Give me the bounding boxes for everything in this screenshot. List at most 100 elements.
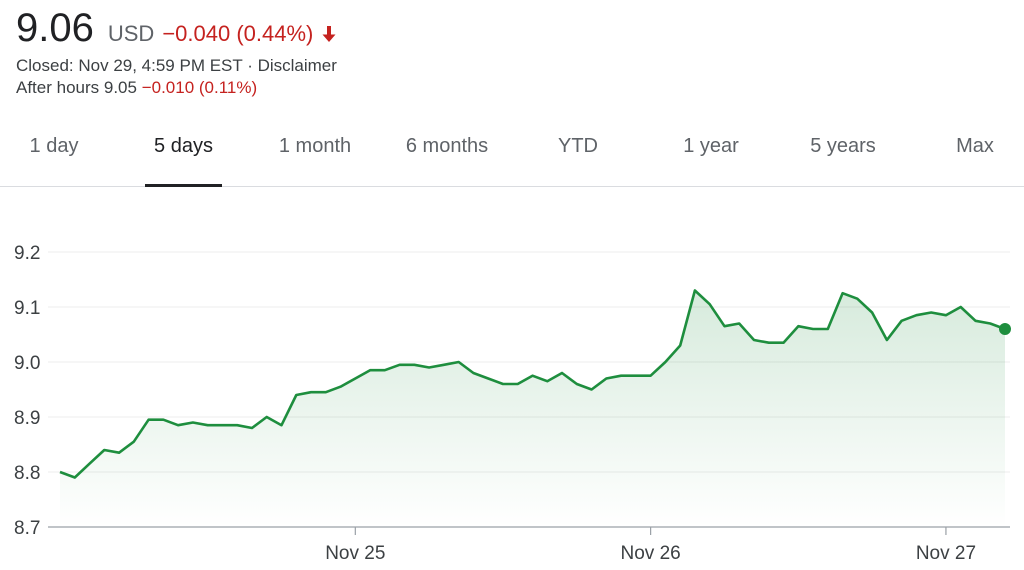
- data-point: [73, 476, 77, 480]
- data-point: [309, 390, 313, 394]
- meta-separator: ·: [242, 56, 258, 75]
- data-point: [368, 368, 372, 372]
- disclaimer-link[interactable]: Disclaimer: [257, 56, 337, 75]
- tab-1-month[interactable]: 1 month: [278, 135, 352, 157]
- data-point: [398, 363, 402, 367]
- data-point: [619, 374, 623, 378]
- y-tick-label: 8.9: [14, 408, 40, 429]
- data-point: [353, 377, 357, 381]
- quote-header: 9.06 USD −0.040 (0.44%) Closed: Nov 29, …: [16, 6, 337, 99]
- x-tick-label: Nov 26: [621, 543, 681, 564]
- data-point: [132, 440, 136, 444]
- data-point: [870, 311, 874, 315]
- data-point: [531, 374, 535, 378]
- y-tick-label: 9.2: [14, 243, 40, 264]
- data-point: [294, 393, 298, 397]
- data-point: [649, 374, 653, 378]
- price-row: 9.06 USD −0.040 (0.44%): [16, 6, 337, 51]
- price-line: [59, 289, 1006, 479]
- data-point: [383, 368, 387, 372]
- y-tick-label: 9.1: [14, 298, 40, 319]
- data-point: [575, 382, 579, 386]
- closed-line: Closed: Nov 29, 4:59 PM EST · Disclaimer: [16, 55, 337, 77]
- data-point: [176, 423, 180, 427]
- data-point: [102, 448, 106, 452]
- data-point: [220, 423, 224, 427]
- y-tick-label: 8.8: [14, 463, 40, 484]
- data-point: [737, 322, 741, 326]
- after-hours-line: After hours 9.05 −0.010 (0.11%): [16, 77, 337, 99]
- y-tick-label: 9.0: [14, 353, 40, 374]
- data-point: [782, 341, 786, 345]
- data-point: [929, 311, 933, 315]
- data-point: [811, 327, 815, 331]
- data-point: [722, 324, 726, 328]
- data-point: [900, 319, 904, 323]
- closed-timestamp: Closed: Nov 29, 4:59 PM EST: [16, 56, 243, 75]
- currency-label: USD: [107, 21, 155, 46]
- y-axis-labels: 9.2 9.1 9.0 8.9 8.8 8.7: [14, 243, 40, 539]
- data-point: [117, 451, 121, 455]
- down-arrow-icon: [321, 25, 337, 48]
- range-tabs: 1 day 5 days 1 month 6 months YTD 1 year…: [0, 118, 1024, 187]
- data-point: [885, 338, 889, 342]
- tab-max[interactable]: Max: [956, 135, 994, 157]
- data-point: [973, 319, 977, 323]
- data-point: [191, 421, 195, 425]
- data-point: [58, 470, 62, 474]
- last-price-dot: [999, 323, 1011, 335]
- data-point: [796, 324, 800, 328]
- data-point: [206, 423, 210, 427]
- data-point: [560, 371, 564, 375]
- data-point: [988, 322, 992, 326]
- data-point: [590, 388, 594, 392]
- data-point: [412, 363, 416, 367]
- data-point: [265, 415, 269, 419]
- price-area-fill: [60, 290, 1005, 527]
- data-point: [826, 327, 830, 331]
- data-point: [708, 302, 712, 306]
- data-point: [339, 385, 343, 389]
- data-point: [235, 423, 239, 427]
- after-hours-change: −0.010 (0.11%): [141, 78, 258, 97]
- tab-5-years[interactable]: 5 years: [810, 135, 876, 157]
- y-tick-label: 8.7: [14, 518, 40, 539]
- data-point: [486, 377, 490, 381]
- data-point: [516, 382, 520, 386]
- data-point: [678, 344, 682, 348]
- x-tick-label: Nov 25: [325, 543, 385, 564]
- data-point: [959, 305, 963, 309]
- data-point: [427, 366, 431, 370]
- data-point: [250, 426, 254, 430]
- data-point: [693, 289, 697, 293]
- data-point: [161, 418, 165, 422]
- data-point: [944, 313, 948, 317]
- data-point: [767, 341, 771, 345]
- data-point: [752, 338, 756, 342]
- after-hours-price: After hours 9.05: [16, 78, 137, 97]
- data-point: [501, 382, 505, 386]
- tab-6-months[interactable]: 6 months: [405, 135, 489, 157]
- tab-5-days[interactable]: 5 days: [145, 118, 222, 187]
- data-point: [147, 418, 151, 422]
- price-change: −0.040 (0.44%): [162, 21, 314, 46]
- data-point: [442, 363, 446, 367]
- data-point: [663, 360, 667, 364]
- data-point: [855, 297, 859, 301]
- data-point: [324, 390, 328, 394]
- tab-1-year[interactable]: 1 year: [683, 135, 739, 157]
- data-point: [914, 313, 918, 317]
- x-tick-label: Nov 27: [916, 543, 976, 564]
- data-point: [604, 377, 608, 381]
- data-point: [471, 371, 475, 375]
- data-point: [545, 379, 549, 383]
- data-point: [279, 423, 283, 427]
- data-point: [841, 291, 845, 295]
- tab-1-day[interactable]: 1 day: [29, 135, 79, 157]
- data-point: [457, 360, 461, 364]
- current-price: 9.06: [16, 6, 94, 50]
- tab-ytd[interactable]: YTD: [558, 135, 598, 157]
- data-point: [88, 462, 92, 466]
